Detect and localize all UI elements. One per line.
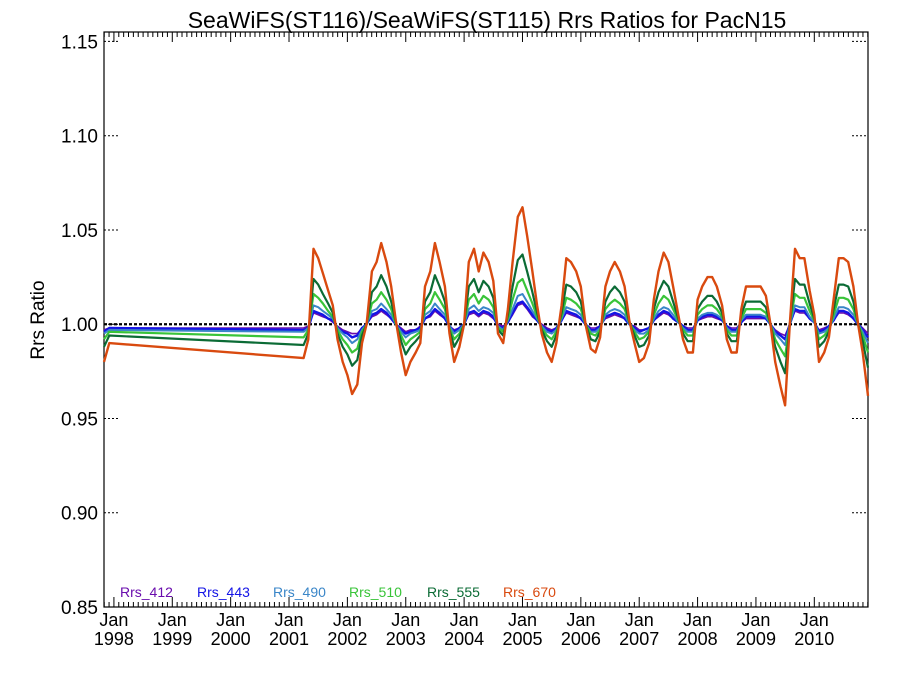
x-tick-label-month: Jan bbox=[800, 610, 829, 630]
x-tick-label-year: 2005 bbox=[502, 629, 542, 649]
x-tick-label-month: Jan bbox=[158, 610, 187, 630]
x-tick-label-month: Jan bbox=[683, 610, 712, 630]
y-tick-label: 0.90 bbox=[61, 504, 98, 525]
legend-item-rrs-555: Rrs_555 bbox=[427, 584, 480, 600]
y-tick-label: 1.10 bbox=[61, 127, 98, 148]
x-tick-label-month: Jan bbox=[450, 610, 479, 630]
x-tick-label-year: 2001 bbox=[269, 629, 309, 649]
x-tick-label-year: 2010 bbox=[794, 629, 834, 649]
x-tick-label-year: 2009 bbox=[736, 629, 776, 649]
x-tick-label-year: 2000 bbox=[211, 629, 251, 649]
x-tick-label-month: Jan bbox=[391, 610, 420, 630]
legend-item-rrs-443: Rrs_443 bbox=[197, 584, 250, 600]
legend-item-rrs-412: Rrs_412 bbox=[120, 584, 173, 600]
x-tick-label-year: 2007 bbox=[619, 629, 659, 649]
y-tick-label: 1.05 bbox=[61, 221, 98, 242]
x-tick-label-month: Jan bbox=[741, 610, 770, 630]
legend-item-rrs-510: Rrs_510 bbox=[349, 584, 402, 600]
x-tick-label-year: 2008 bbox=[678, 629, 718, 649]
x-tick-label-year: 2006 bbox=[561, 629, 601, 649]
series-line-rrs-670 bbox=[102, 206, 870, 407]
legend-item-rrs-670: Rrs_670 bbox=[503, 584, 556, 600]
y-tick-label: 0.85 bbox=[61, 598, 98, 619]
x-tick-label-month: Jan bbox=[566, 610, 595, 630]
chart-title: SeaWiFS(ST116)/SeaWiFS(ST115) Rrs Ratios… bbox=[188, 7, 787, 33]
x-tick-label-month: Jan bbox=[625, 610, 654, 630]
x-tick-label-month: Jan bbox=[275, 610, 304, 630]
x-tick-label-month: Jan bbox=[216, 610, 245, 630]
x-tick-label-month: Jan bbox=[99, 610, 128, 630]
x-tick-label-month: Jan bbox=[333, 610, 362, 630]
x-tick-label-year: 1999 bbox=[152, 629, 192, 649]
x-tick-label-year: 2002 bbox=[327, 629, 367, 649]
legend-item-rrs-490: Rrs_490 bbox=[273, 584, 326, 600]
x-tick-label-year: 2003 bbox=[386, 629, 426, 649]
x-tick-label-year: 1998 bbox=[94, 629, 134, 649]
y-tick-label: 0.95 bbox=[61, 409, 98, 430]
plot-frame bbox=[103, 31, 869, 608]
y-tick-label: 1.00 bbox=[61, 315, 98, 336]
x-tick-label-month: Jan bbox=[508, 610, 537, 630]
plot-area: 0.850.900.951.001.051.101.15Jan1998Jan19… bbox=[61, 31, 870, 649]
y-tick-label: 1.15 bbox=[61, 32, 98, 53]
x-tick-label-year: 2004 bbox=[444, 629, 484, 649]
y-axis-label: Rrs Ratio bbox=[28, 280, 49, 359]
